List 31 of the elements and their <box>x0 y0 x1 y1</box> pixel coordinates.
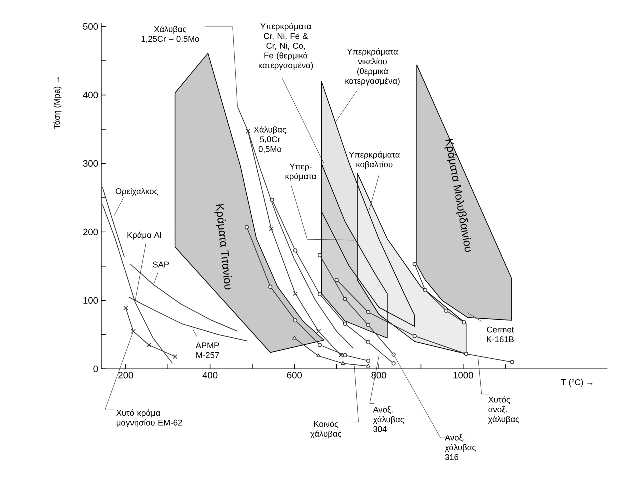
annotation: Υπερ- κράματα <box>286 164 316 181</box>
annotation: Κράμα Al <box>128 232 162 240</box>
series-label: Κράματα Μολυβδαινίου <box>444 138 472 252</box>
y-tick-label: 100 <box>84 297 98 304</box>
annotation: Cermet K-161B <box>487 326 514 342</box>
x-axis-title: T (°C) → <box>562 379 593 387</box>
annotation: Υπερκράματα κοβαλτίου <box>349 151 400 170</box>
annotation: SAP <box>153 262 170 268</box>
annotation: Χάλυβας 5,0Cr 0,5Mo <box>254 126 286 154</box>
x-tick-label: 600 <box>287 372 302 379</box>
y-tick-label: 400 <box>83 92 98 98</box>
annotation: APMP M-257 <box>196 342 220 358</box>
x-tick-label: 400 <box>202 372 218 379</box>
y-tick-label: 0 <box>94 366 98 372</box>
y-axis-title: Τάση (Mpa) → <box>54 77 62 130</box>
annotation: Ανοξ. χάλυβας 316 <box>445 434 476 460</box>
annotation: Υπερκράματα Cr, Ni, Fe & Cr, Ni, Co, Fe (θερμικά κατεργασμένα) <box>259 22 314 70</box>
x-tick-label: 1000 <box>454 372 474 379</box>
annotation: Κοινός χάλυβας <box>310 420 342 439</box>
annotation: Ανοξ. χάλυβας 304 <box>373 406 404 432</box>
x-tick-label: 800 <box>372 372 386 379</box>
annotation: Χάλυβας 1,25Cr – 0,5Mo <box>142 26 200 43</box>
y-tick-label: 300 <box>83 160 98 167</box>
series-label: Κράματα Τιτανίου <box>214 204 232 290</box>
annotation: Χυτός ανοξ. χάλυβας <box>488 396 520 424</box>
y-tick-label: 500 <box>83 23 98 30</box>
annotation: Υπερκράματα νικελίου (θερμικά κατεργασμένα) <box>346 48 400 86</box>
x-tick-label: 200 <box>118 372 134 379</box>
annotation: Ορείχαλκος <box>116 188 158 196</box>
annotation: Χυτό κράμα μαγνησίου EM-62 <box>116 410 182 428</box>
y-tick-label: 200 <box>83 228 98 236</box>
